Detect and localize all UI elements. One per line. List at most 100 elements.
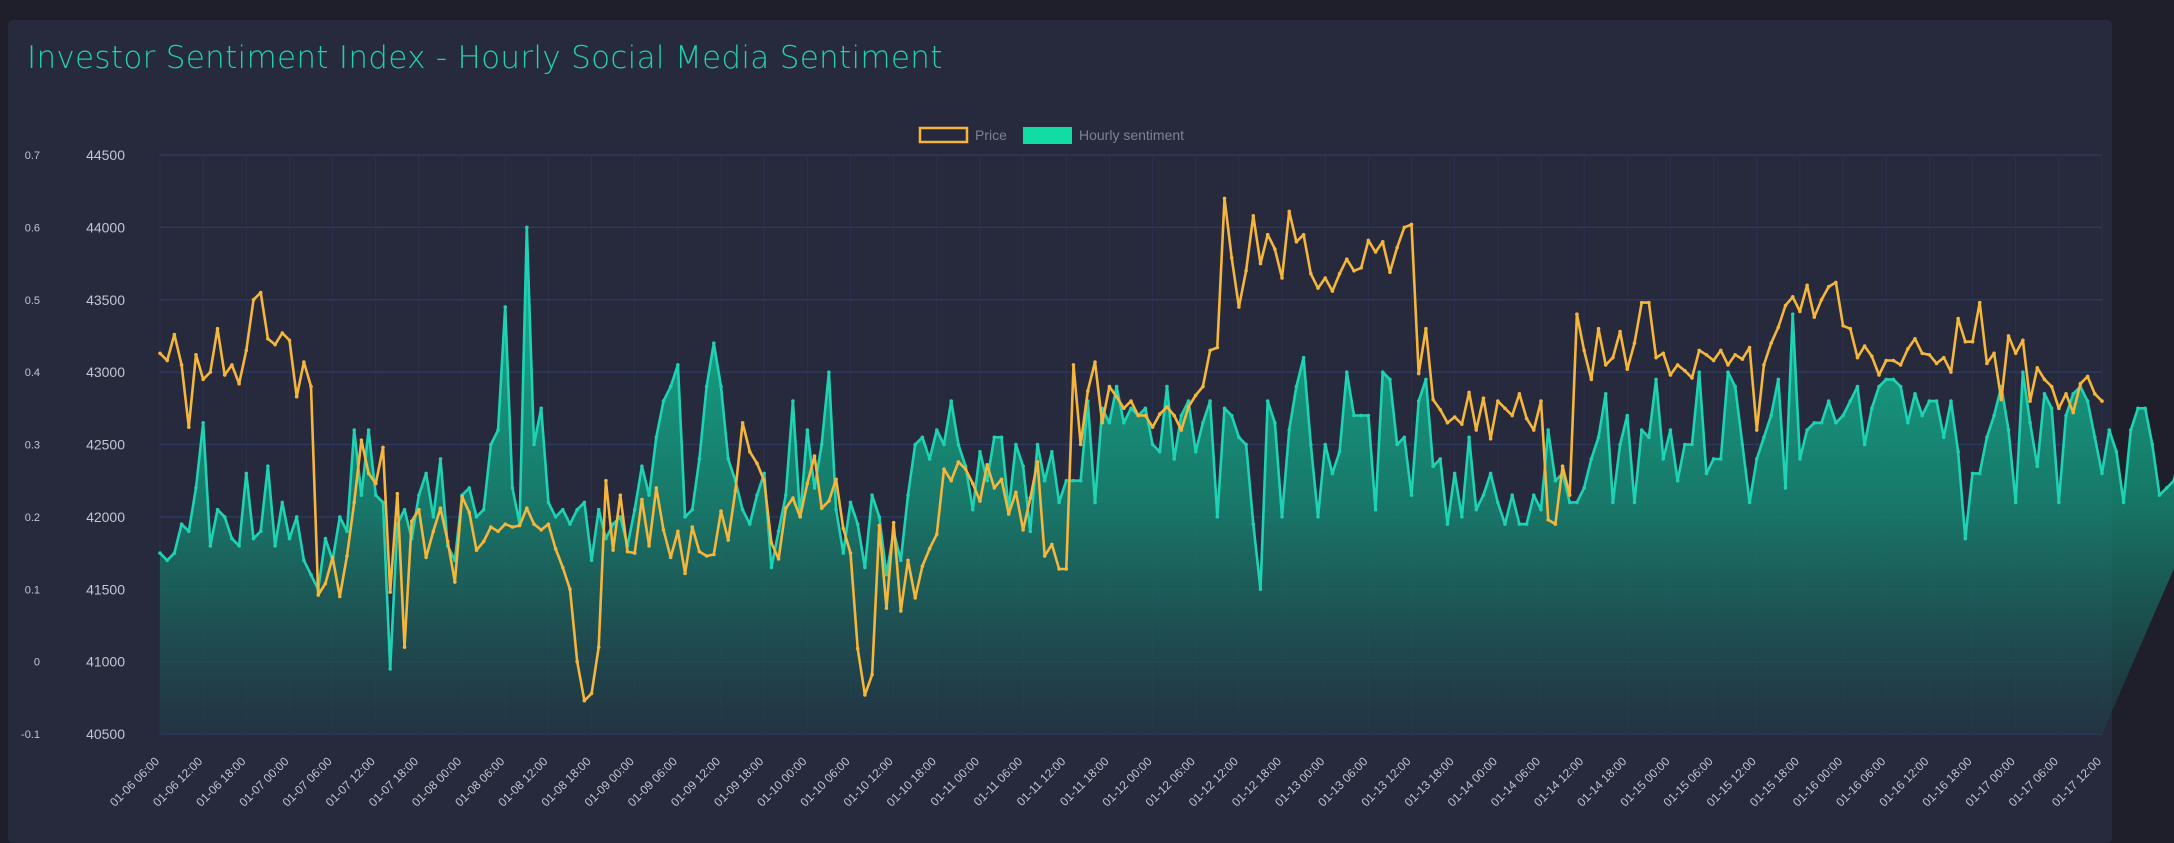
sentiment-point[interactable] (1812, 420, 1817, 425)
price-point[interactable] (532, 522, 536, 526)
price-point[interactable] (1884, 358, 1889, 363)
sentiment-point[interactable] (726, 457, 731, 461)
sentiment-point[interactable] (1553, 478, 1558, 483)
sentiment-point[interactable] (1567, 500, 1572, 505)
price-point[interactable] (1258, 261, 1263, 266)
sentiment-point[interactable] (539, 406, 544, 411)
price-point[interactable] (632, 551, 637, 555)
sentiment-point[interactable] (417, 493, 421, 497)
sentiment-point[interactable] (1970, 471, 1975, 476)
sentiment-point[interactable] (1920, 413, 1924, 418)
sentiment-point[interactable] (1884, 377, 1889, 382)
sentiment-point[interactable] (1265, 399, 1270, 403)
sentiment-point[interactable] (366, 428, 371, 432)
price-point[interactable] (1064, 567, 1069, 571)
sentiment-point[interactable] (2121, 500, 2126, 505)
price-point[interactable] (1661, 351, 1666, 356)
legend-sentiment-swatch[interactable] (1023, 127, 1072, 144)
price-point[interactable] (460, 494, 464, 499)
price-point[interactable] (1050, 542, 1054, 547)
sentiment-point[interactable] (884, 572, 889, 577)
sentiment-point[interactable] (568, 522, 572, 526)
price-point[interactable] (1697, 348, 1702, 353)
sentiment-point[interactable] (179, 522, 184, 526)
sentiment-point[interactable] (1057, 500, 1061, 505)
sentiment-point[interactable] (978, 449, 982, 454)
price-point[interactable] (1639, 300, 1644, 305)
price-point[interactable] (661, 528, 666, 532)
price-point[interactable] (560, 565, 565, 570)
sentiment-point[interactable] (158, 551, 162, 555)
price-point[interactable] (525, 506, 529, 510)
price-point[interactable] (582, 698, 587, 703)
price-point[interactable] (194, 352, 198, 357)
sentiment-point[interactable] (1273, 420, 1277, 425)
price-point[interactable] (654, 486, 659, 490)
price-point[interactable] (2049, 384, 2054, 389)
sentiment-point[interactable] (927, 457, 932, 461)
price-point[interactable] (381, 445, 385, 450)
sentiment-point[interactable] (1754, 457, 1759, 461)
sentiment-point[interactable] (1575, 500, 1579, 505)
sentiment-point[interactable] (1388, 377, 1392, 382)
sentiment-point[interactable] (942, 442, 946, 447)
sentiment-point[interactable] (1647, 435, 1651, 440)
price-point[interactable] (1632, 341, 1637, 345)
price-point[interactable] (1762, 363, 1766, 367)
price-point[interactable] (1424, 326, 1428, 331)
sentiment-point[interactable] (654, 435, 659, 440)
sentiment-point[interactable] (1222, 406, 1227, 411)
price-point[interactable] (1251, 213, 1256, 218)
sentiment-point[interactable] (1157, 449, 1162, 454)
price-point[interactable] (1567, 493, 1572, 497)
sentiment-point[interactable] (719, 384, 723, 389)
sentiment-point[interactable] (165, 558, 169, 563)
price-point[interactable] (1373, 250, 1378, 254)
sentiment-point[interactable] (1906, 420, 1910, 425)
sentiment-point[interactable] (1697, 370, 1702, 374)
sentiment-point[interactable] (791, 399, 795, 403)
price-point[interactable] (1287, 209, 1292, 214)
sentiment-point[interactable] (1107, 420, 1112, 425)
sentiment-point[interactable] (1913, 392, 1917, 396)
sentiment-point[interactable] (1683, 442, 1687, 447)
sentiment-point[interactable] (1524, 522, 1529, 526)
price-point[interactable] (1906, 347, 1910, 351)
price-point[interactable] (920, 564, 925, 568)
sentiment-point[interactable] (1280, 515, 1284, 519)
price-point[interactable] (1208, 348, 1212, 353)
sentiment-point[interactable] (1366, 413, 1371, 418)
price-point[interactable] (503, 522, 508, 526)
sentiment-point[interactable] (985, 478, 989, 483)
price-point[interactable] (388, 590, 392, 594)
sentiment-point[interactable] (481, 507, 486, 512)
sentiment-point[interactable] (1848, 399, 1853, 403)
sentiment-point[interactable] (1395, 442, 1399, 447)
sentiment-point[interactable] (877, 515, 882, 519)
price-point[interactable] (1783, 303, 1788, 308)
sentiment-point[interactable] (1826, 399, 1831, 403)
price-point[interactable] (172, 332, 177, 337)
price-point[interactable] (417, 507, 421, 512)
sentiment-point[interactable] (640, 464, 644, 469)
sentiment-point[interactable] (2035, 464, 2040, 469)
price-point[interactable] (783, 506, 788, 510)
price-point[interactable] (1193, 393, 1198, 398)
legend-sentiment-label[interactable]: Hourly sentiment (1079, 127, 1184, 143)
price-point[interactable] (870, 672, 874, 677)
price-point[interactable] (373, 481, 378, 486)
sentiment-point[interactable] (970, 507, 975, 512)
price-point[interactable] (1042, 554, 1047, 558)
sentiment-point[interactable] (1711, 457, 1716, 461)
sentiment-point[interactable] (1898, 384, 1903, 389)
price-point[interactable] (453, 580, 457, 584)
sentiment-point[interactable] (1668, 428, 1673, 432)
price-point[interactable] (1071, 363, 1076, 367)
price-point[interactable] (935, 532, 939, 537)
price-point[interactable] (1934, 361, 1939, 366)
sentiment-point[interactable] (388, 667, 392, 671)
sentiment-point[interactable] (431, 515, 436, 519)
sentiment-point[interactable] (1496, 500, 1500, 505)
sentiment-point[interactable] (2028, 420, 2032, 425)
price-point[interactable] (237, 381, 241, 386)
